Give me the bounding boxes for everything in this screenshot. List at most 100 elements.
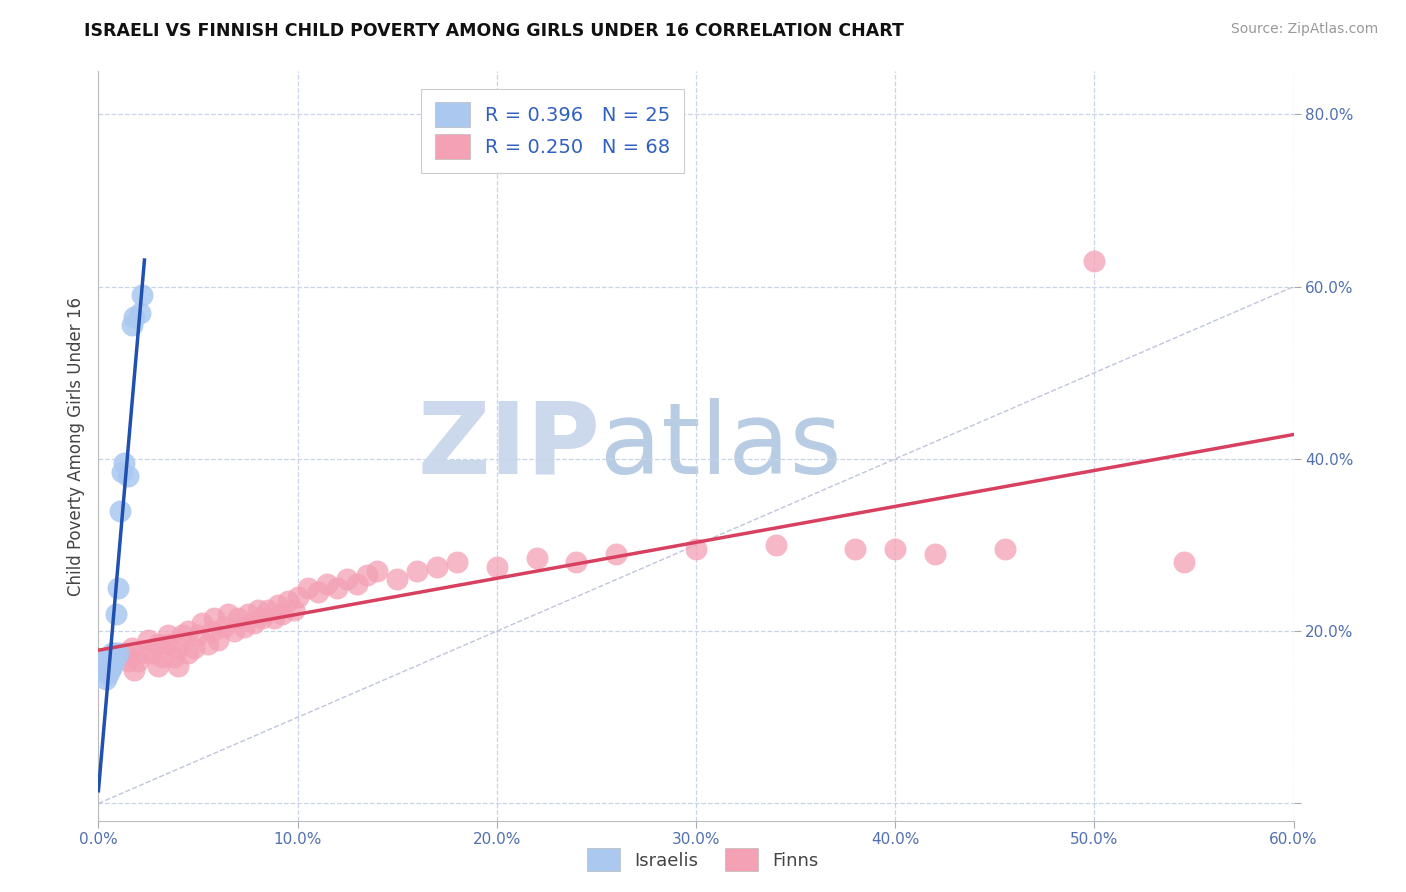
Point [267, 599, 290, 613]
Point [236, 607, 259, 621]
Point [406, 564, 429, 578]
Point [202, 611, 225, 625]
Point [129, 305, 152, 319]
Point [283, 602, 305, 616]
Point [110, 503, 132, 517]
Point [121, 318, 143, 333]
Point [924, 547, 946, 561]
Point [101, 646, 124, 660]
Point [287, 590, 309, 604]
Point [150, 650, 173, 665]
Point [385, 573, 409, 587]
Point [263, 611, 285, 625]
Point [131, 288, 153, 302]
Point [103, 654, 125, 668]
Point [91, 663, 114, 677]
Point [98, 654, 122, 668]
Point [246, 602, 269, 616]
Point [105, 607, 128, 621]
Point [148, 637, 170, 651]
Point [243, 615, 266, 630]
Point [346, 576, 368, 591]
Point [97, 663, 120, 677]
Point [172, 628, 194, 642]
Point [167, 658, 190, 673]
Point [148, 658, 170, 673]
Point [96, 672, 118, 686]
Point [844, 542, 866, 557]
Point [136, 632, 159, 647]
Point [1083, 253, 1105, 268]
Text: atlas: atlas [600, 398, 842, 494]
Point [565, 555, 588, 569]
Point [98, 663, 122, 677]
Legend: R = 0.396   N = 25, R = 0.250   N = 68: R = 0.396 N = 25, R = 0.250 N = 68 [420, 88, 685, 172]
Point [97, 667, 120, 681]
Point [157, 637, 180, 651]
Point [112, 456, 135, 470]
Point [117, 469, 139, 483]
Y-axis label: Child Poverty Among Girls Under 16: Child Poverty Among Girls Under 16 [66, 296, 84, 596]
Point [316, 576, 339, 591]
Point [765, 538, 787, 552]
Point [685, 542, 707, 557]
Point [250, 611, 273, 625]
Point [111, 465, 134, 479]
Point [141, 646, 163, 660]
Point [177, 624, 200, 639]
Point [201, 624, 224, 639]
Point [183, 641, 205, 656]
Text: Source: ZipAtlas.com: Source: ZipAtlas.com [1230, 22, 1378, 37]
Point [121, 641, 143, 656]
Point [107, 581, 129, 595]
Text: ISRAELI VS FINNISH CHILD POVERTY AMONG GIRLS UNDER 16 CORRELATION CHART: ISRAELI VS FINNISH CHILD POVERTY AMONG G… [84, 22, 904, 40]
Text: ZIP: ZIP [418, 398, 600, 494]
Point [426, 559, 449, 574]
Point [107, 650, 129, 665]
Point [307, 585, 329, 599]
Point [336, 573, 359, 587]
Point [277, 594, 299, 608]
Point [157, 628, 180, 642]
Point [112, 646, 135, 660]
Point [270, 607, 292, 621]
Point [103, 646, 125, 660]
Point [297, 581, 319, 595]
Point [97, 663, 120, 677]
Point [167, 641, 190, 656]
Point [222, 624, 245, 639]
Point [326, 581, 349, 595]
Point [356, 568, 378, 582]
Point [994, 542, 1017, 557]
Point [226, 611, 249, 625]
Point [131, 646, 153, 660]
Point [93, 658, 115, 673]
Point [124, 663, 146, 677]
Point [127, 654, 149, 668]
Point [526, 551, 548, 566]
Point [366, 564, 388, 578]
Point [97, 650, 120, 665]
Point [217, 607, 239, 621]
Point [256, 602, 278, 616]
Point [485, 559, 508, 574]
Point [446, 555, 468, 569]
Point [124, 310, 146, 324]
Point [191, 615, 214, 630]
Legend: Israelis, Finns: Israelis, Finns [581, 841, 825, 879]
Point [207, 632, 229, 647]
Point [96, 654, 118, 668]
Point [105, 650, 128, 665]
Point [212, 620, 235, 634]
Point [1173, 555, 1195, 569]
Point [197, 637, 219, 651]
Point [107, 646, 129, 660]
Point [117, 654, 139, 668]
Point [187, 628, 209, 642]
Point [232, 620, 254, 634]
Point [884, 542, 907, 557]
Point [177, 646, 200, 660]
Point [101, 658, 124, 673]
Point [605, 547, 627, 561]
Point [163, 650, 186, 665]
